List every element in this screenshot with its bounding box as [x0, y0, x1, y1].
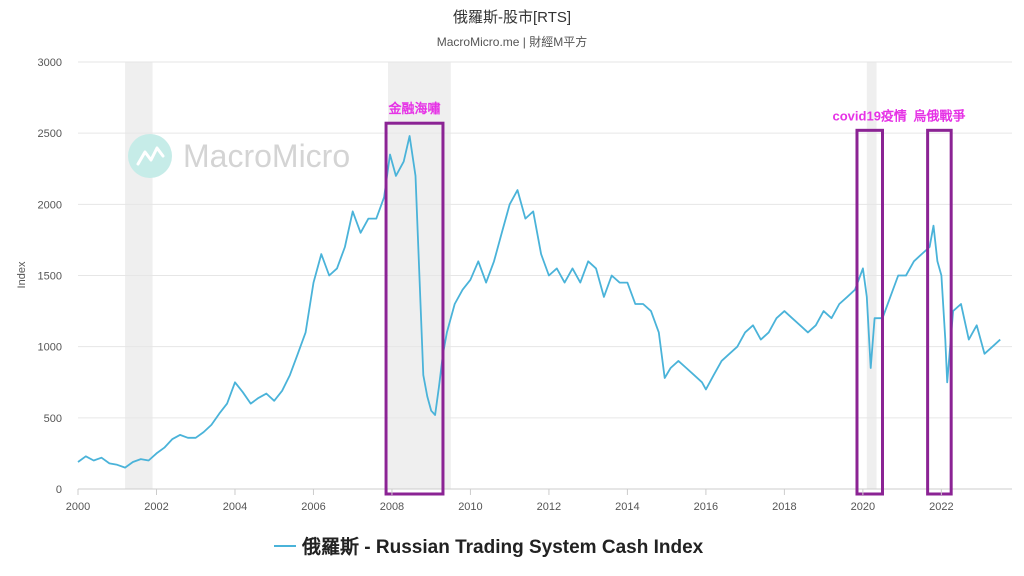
y-tick-label: 2500	[38, 128, 62, 140]
watermark-text: MacroMicro	[183, 138, 350, 174]
y-tick-label: 2000	[38, 199, 62, 211]
y-axis-label: Index	[16, 261, 28, 288]
highlight-box	[855, 128, 884, 496]
x-tick-label: 2006	[301, 501, 325, 513]
x-tick-label: 2000	[66, 501, 90, 513]
macromicro-logo-icon	[128, 134, 172, 178]
legend[interactable]: 俄羅斯 - Russian Trading System Cash Index	[274, 535, 704, 558]
x-tick-label: 2018	[772, 501, 796, 513]
chart-title: 俄羅斯-股市[RTS]	[453, 9, 571, 26]
x-tick-label: 2004	[223, 501, 247, 513]
y-tick-label: 1000	[38, 342, 62, 354]
x-tick-label: 2010	[458, 501, 482, 513]
legend-label[interactable]: 俄羅斯 - Russian Trading System Cash Index	[301, 535, 704, 558]
x-tick-label: 2002	[144, 501, 168, 513]
chart-subtitle: MacroMicro.me | 財經M平方	[437, 34, 587, 49]
x-tick-label: 2016	[694, 501, 718, 513]
series-line[interactable]	[77, 135, 1001, 469]
x-tick-label: 2022	[929, 501, 953, 513]
highlight-box	[384, 121, 445, 496]
x-tick-label: 2014	[615, 501, 639, 513]
x-axis-ticks: 2000 2002 2004 2006 2008 2010 2012 2014 2016 2018…	[66, 489, 954, 513]
x-tick-label: 2012	[537, 501, 561, 513]
highlight-box	[926, 128, 953, 496]
annotation-label: covid19疫情	[833, 108, 907, 123]
x-tick-label: 2020	[851, 501, 875, 513]
y-tick-label: 500	[44, 413, 62, 425]
series-layer	[77, 135, 1001, 469]
annotation-label: 金融海嘯	[388, 101, 441, 116]
y-axis-ticks: 0 500 1000 1500 2000 2500 3000	[38, 57, 62, 496]
watermark: MacroMicro	[128, 134, 350, 178]
x-tick-label: 2008	[380, 501, 404, 513]
y-tick-label: 3000	[38, 57, 62, 69]
y-tick-label: 1500	[38, 271, 62, 283]
y-tick-label: 0	[56, 484, 62, 496]
logo-chart-glyph	[136, 146, 165, 166]
annotation-label: 烏俄戰爭	[913, 108, 965, 123]
highlight-boxes: 金融海嘯 covid19疫情 烏俄戰爭	[384, 101, 965, 496]
